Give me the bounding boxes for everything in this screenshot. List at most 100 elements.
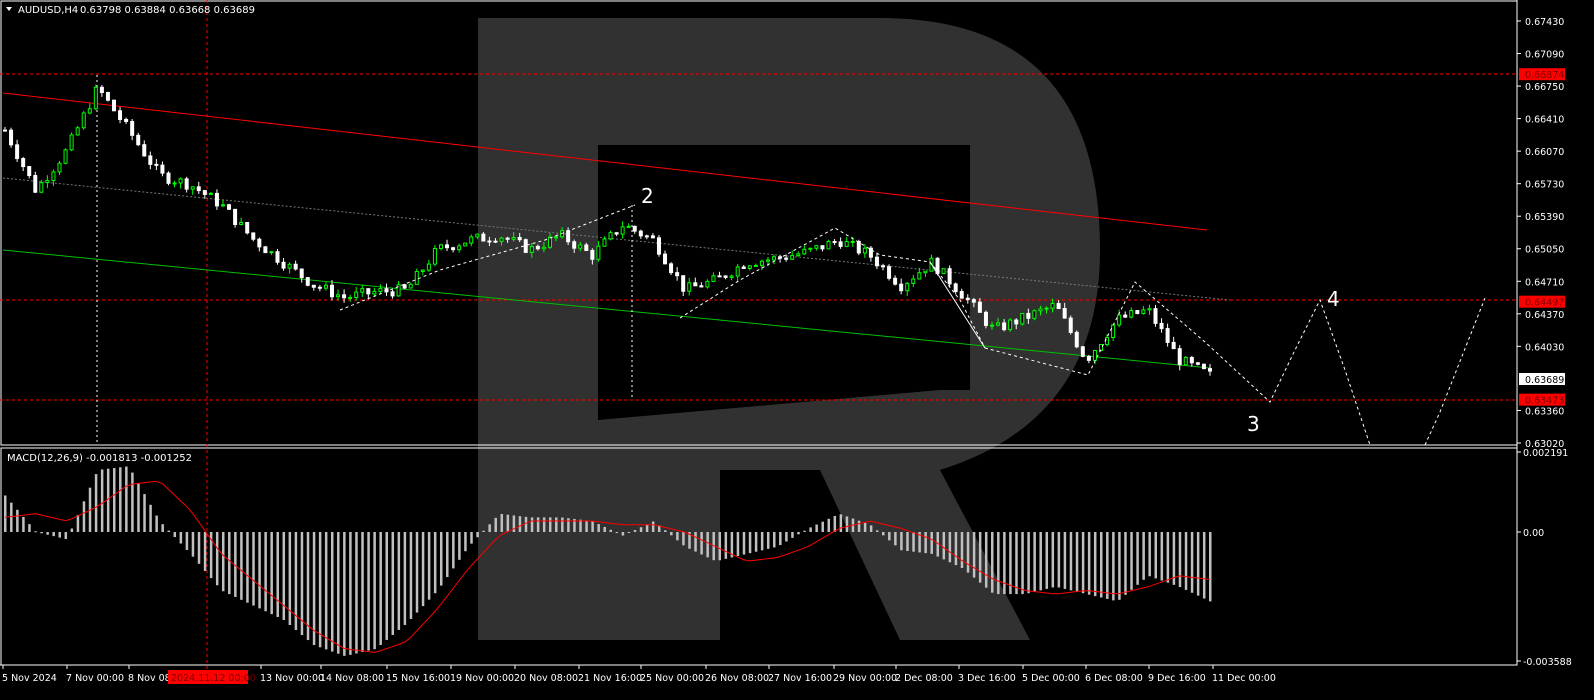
macd-bar — [960, 532, 964, 568]
macd-bar — [143, 494, 146, 532]
candle-body — [336, 294, 341, 298]
candle-body — [9, 129, 14, 146]
macd-bar — [191, 532, 195, 557]
time-tick-label: 11 Dec 00:00 — [1212, 673, 1276, 684]
macd-bar — [1009, 532, 1012, 595]
wave-line-solid[interactable] — [929, 261, 986, 349]
macd-bar — [670, 532, 673, 536]
macd-bar — [264, 532, 267, 612]
macd-title: MACD(12,26,9) -0.001813 -0.001252 — [7, 453, 192, 464]
candle-body — [941, 268, 946, 275]
candle-body — [554, 236, 559, 239]
candle-body — [281, 261, 286, 269]
macd-bar — [512, 515, 516, 532]
candle-body — [990, 324, 995, 327]
candle-body — [196, 186, 201, 192]
forecast-path-2[interactable] — [1424, 297, 1486, 446]
candle-body — [493, 240, 498, 243]
triangle-down-icon[interactable] — [6, 7, 12, 11]
channel-lower-line[interactable] — [2, 249, 1211, 369]
candle-body — [87, 108, 92, 114]
candle-body — [511, 237, 516, 240]
macd-bar — [330, 532, 334, 652]
macd-bar — [10, 502, 13, 532]
macd-bar — [403, 532, 407, 625]
candle-body — [178, 178, 183, 184]
watermark-logo — [478, 18, 1100, 640]
macd-bar — [276, 532, 279, 617]
candle-body — [1117, 314, 1122, 326]
macd-bar — [821, 521, 824, 532]
candle-body — [572, 241, 577, 249]
candle-body — [1062, 308, 1067, 319]
time-tick-label: 25 Nov 00:00 — [640, 673, 704, 684]
macd-bar — [803, 530, 806, 532]
macd-bar — [978, 532, 982, 583]
candle-body — [184, 178, 189, 190]
macd-bar — [1003, 532, 1006, 595]
candle-body — [850, 240, 855, 243]
macd-bar — [918, 532, 921, 553]
candle-body — [366, 288, 371, 295]
candle-body — [457, 245, 462, 251]
macd-bar — [221, 532, 225, 592]
candle-body — [1195, 362, 1200, 365]
candle-body — [329, 284, 334, 298]
candle-body — [33, 175, 38, 193]
macd-bar — [1093, 532, 1097, 597]
macd-bar — [518, 516, 522, 532]
macd-bar — [506, 514, 510, 532]
channel-middle-line[interactable] — [2, 177, 1231, 301]
candle-body — [626, 225, 631, 228]
candle-body — [105, 92, 110, 101]
macd-bar — [561, 517, 564, 532]
candle-body — [772, 256, 777, 261]
time-tick-label: 21 Nov 16:00 — [578, 673, 642, 684]
macd-bar — [760, 532, 764, 551]
candle-body — [317, 286, 322, 289]
wave-line-to-2[interactable] — [339, 204, 636, 311]
macd-tick-label: -0.003588 — [1523, 657, 1572, 668]
macd-bar — [906, 532, 909, 551]
macd-bar — [833, 515, 837, 532]
candle-body — [547, 236, 552, 248]
channel-upper-line[interactable] — [2, 92, 1208, 231]
macd-tick-label: 0.00 — [1523, 528, 1544, 539]
time-tick-label: 9 Dec 16:00 — [1148, 673, 1206, 684]
macd-histogram — [4, 466, 1212, 656]
candle-body — [1135, 310, 1140, 315]
candle-body — [693, 282, 698, 287]
candle-body — [311, 284, 316, 288]
candle-body — [190, 186, 195, 190]
candle-body — [3, 129, 7, 132]
candle-body — [1032, 310, 1037, 319]
forecast-path[interactable] — [984, 281, 1371, 446]
price-tick-label: 0.65050 — [1525, 245, 1564, 256]
candle-body — [608, 232, 613, 240]
macd-bar — [1178, 532, 1182, 588]
macd-bar — [488, 524, 491, 532]
macd-bar — [857, 520, 861, 532]
candle-body — [481, 233, 486, 242]
macd-bar — [997, 532, 1000, 595]
macd-bar — [209, 532, 213, 579]
price-tick-label: 0.66750 — [1525, 82, 1564, 93]
time-axis: 5 Nov 2024 7 Nov 00:00 8 Nov 08: 13 Nov 00:… — [0, 664, 1517, 684]
macd-bar — [954, 532, 958, 566]
macd-bar — [270, 532, 273, 615]
macd-bar — [1142, 532, 1145, 580]
candle-body — [111, 99, 116, 112]
candle-body — [681, 275, 686, 292]
candle-body — [832, 241, 837, 244]
candle-body — [299, 268, 304, 279]
macd-bar — [433, 532, 437, 594]
macd-bar — [64, 532, 68, 540]
macd-bar — [1100, 532, 1103, 598]
macd-bar — [46, 532, 49, 535]
wave-line-mid[interactable] — [679, 227, 986, 349]
candle-body — [1123, 314, 1128, 318]
candle-body — [414, 270, 419, 285]
macd-bar — [355, 532, 358, 654]
time-tick-label: 5 Dec 00:00 — [1022, 673, 1080, 684]
